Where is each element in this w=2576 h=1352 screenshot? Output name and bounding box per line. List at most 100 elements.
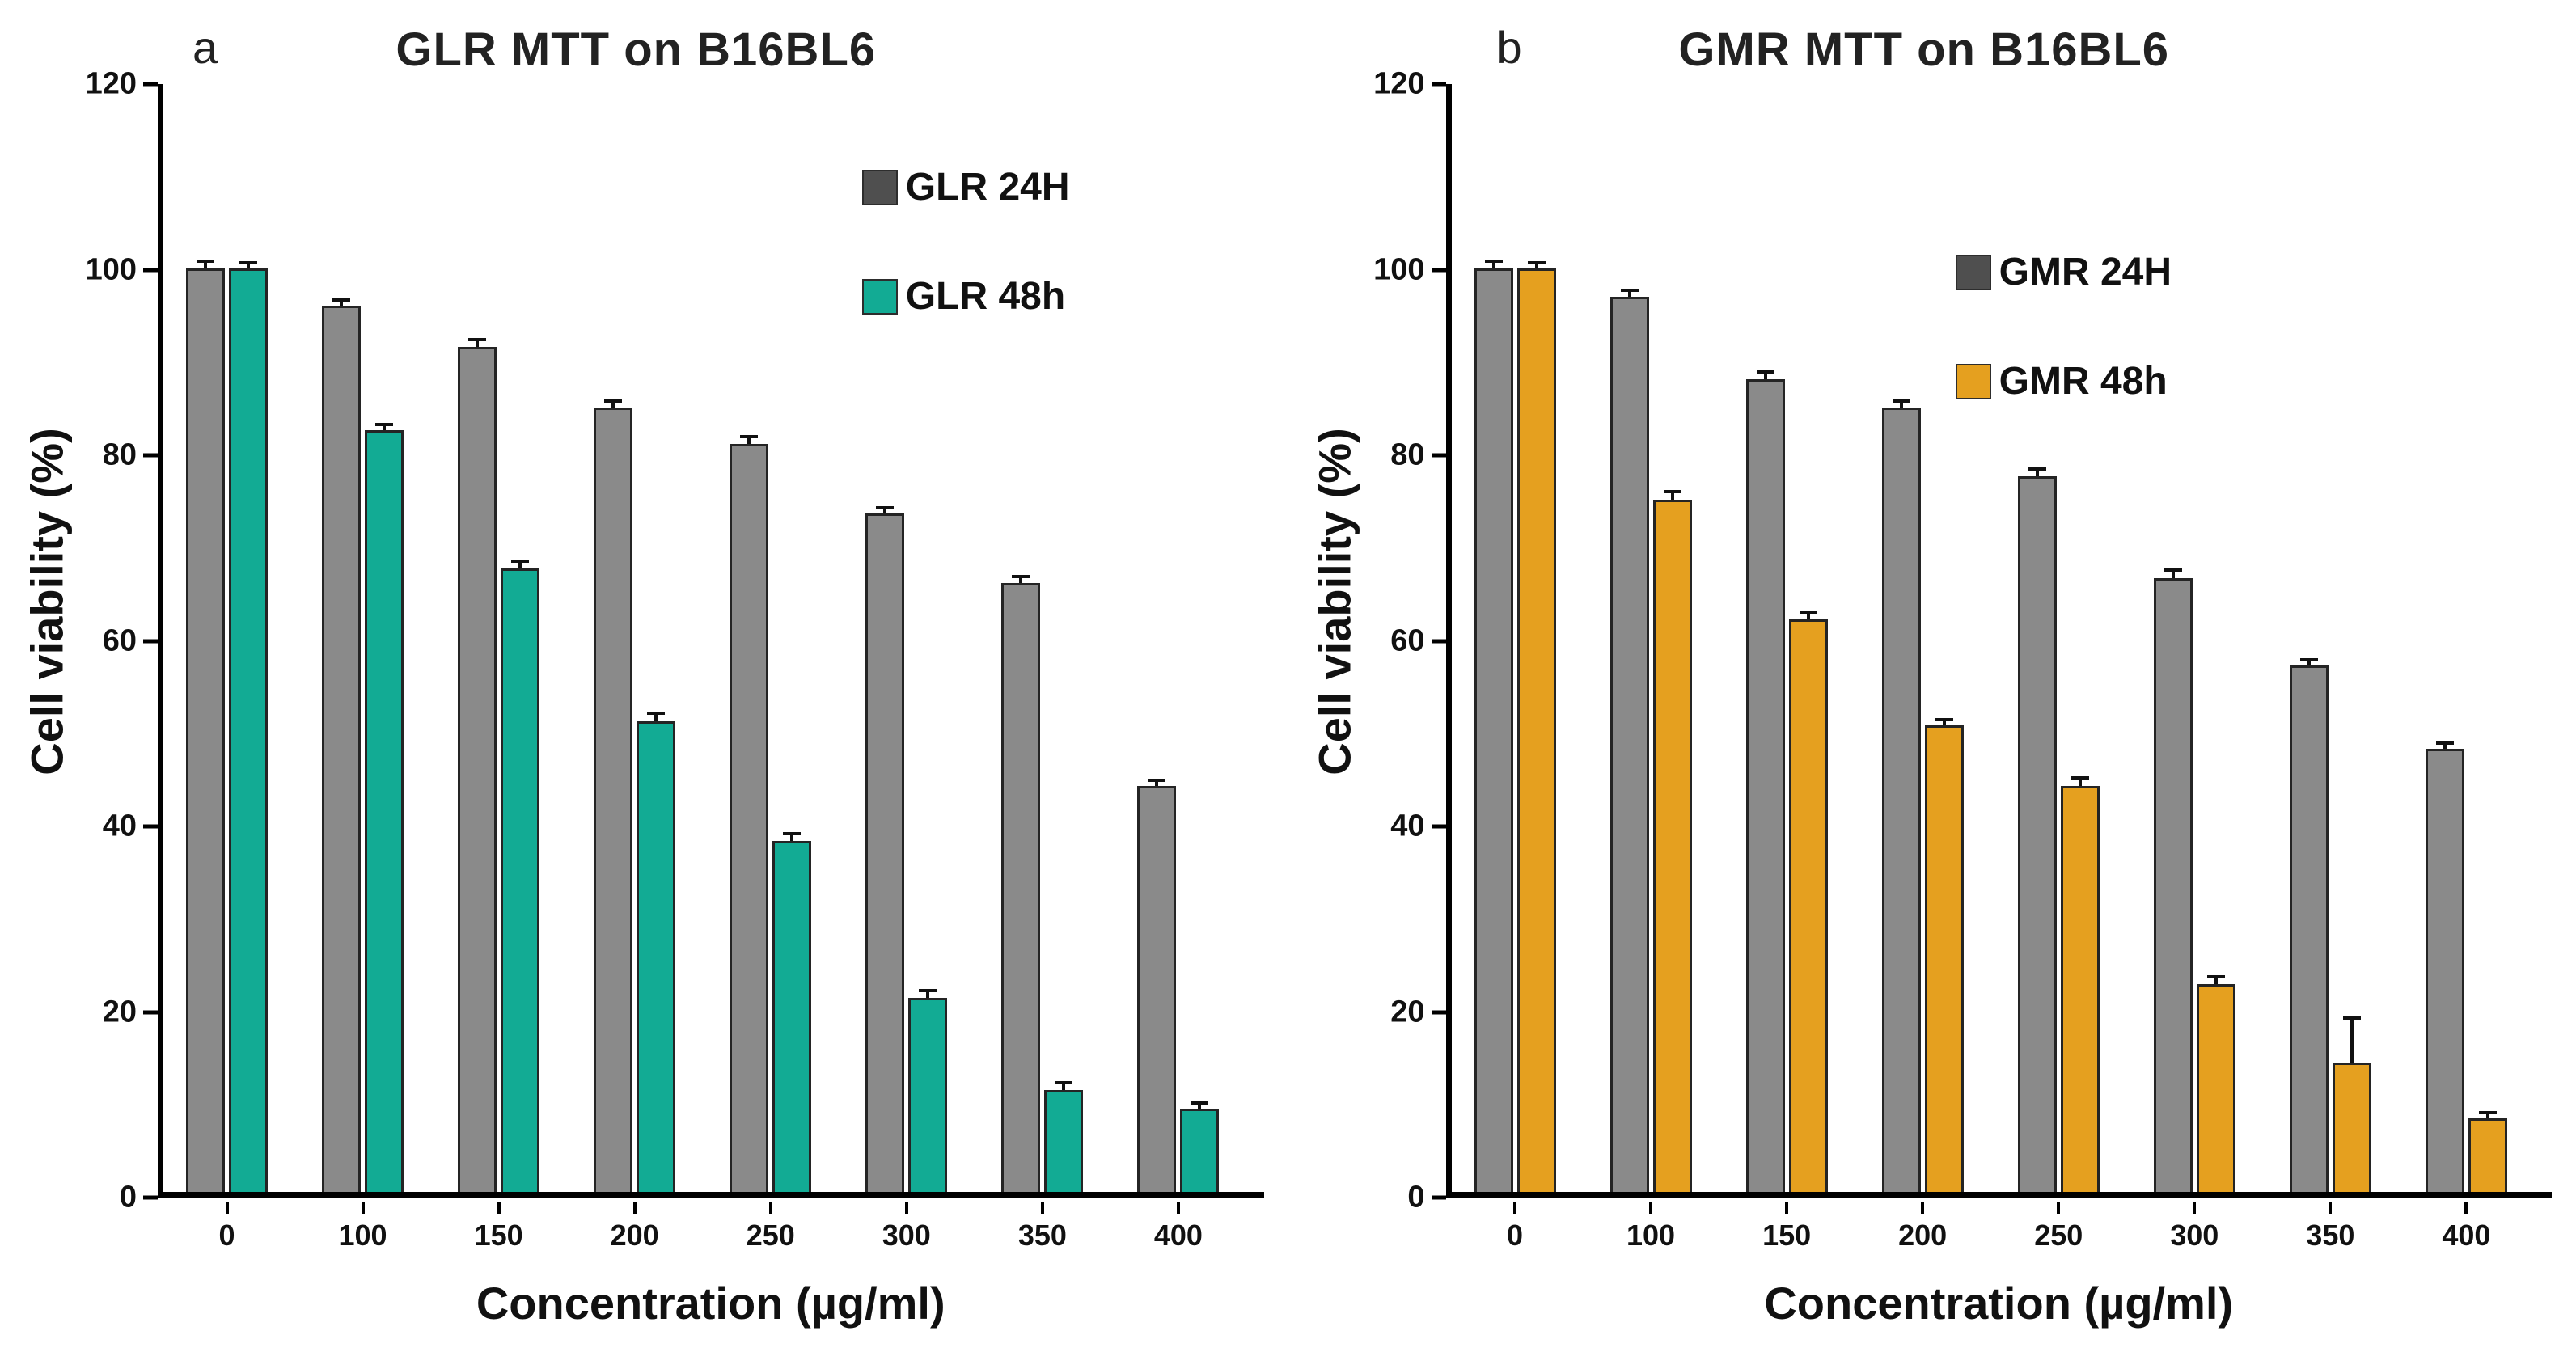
x-tick-label: 400	[2442, 1219, 2491, 1252]
error-bar	[2071, 776, 2089, 786]
error-bar	[1935, 718, 1953, 726]
y-tick-mark	[143, 639, 158, 643]
x-tick-label: 0	[1506, 1219, 1524, 1252]
x-tick: 100	[322, 1202, 404, 1261]
y-tick-label: 40	[102, 809, 137, 843]
bar-group	[2017, 84, 2100, 1192]
bar-column	[1516, 84, 1556, 1192]
y-tick-label: 40	[1390, 809, 1425, 843]
bar-column	[2017, 84, 2057, 1192]
plot-area: GMR 24H GMR 48h	[1445, 84, 2552, 1198]
legend: GMR 24H GMR 48h	[1955, 250, 2172, 403]
error-bar-cap	[647, 712, 666, 716]
bar-group	[186, 84, 268, 1192]
bar	[2289, 665, 2329, 1192]
bar-column	[322, 84, 362, 1192]
bar	[1044, 1090, 1084, 1192]
x-tick-label: 300	[2170, 1219, 2219, 1252]
error-bar	[197, 259, 214, 269]
bar	[772, 841, 812, 1192]
bar	[594, 407, 633, 1192]
error-bar-cap	[783, 831, 802, 835]
x-tick-mark	[768, 1202, 772, 1214]
bar-group	[1609, 84, 1692, 1192]
legend-item: GLR 24H	[861, 165, 1070, 209]
bar	[1924, 725, 1964, 1192]
bar	[1881, 407, 1921, 1192]
y-tick-mark	[1431, 82, 1446, 87]
error-bar-cap	[1756, 370, 1774, 374]
error-bar-cap	[2071, 776, 2089, 780]
x-tick: 250	[730, 1202, 811, 1261]
x-tick-label: 150	[1762, 1219, 1812, 1252]
bar-column	[1881, 84, 1921, 1192]
y-tick-mark	[143, 453, 158, 458]
error-bar-cap	[1892, 399, 1910, 403]
bar-column	[772, 84, 812, 1192]
y-tick-mark	[1431, 268, 1446, 272]
error-bar	[2299, 658, 2318, 666]
x-axis-ticks: 0 100 150 200 250 300 350 400	[158, 1198, 1264, 1261]
x-tick-mark	[632, 1202, 637, 1214]
x-tick-label: 300	[882, 1219, 931, 1252]
x-tick-label: 350	[1017, 1219, 1067, 1252]
legend-label: GMR 48h	[1999, 360, 2168, 403]
bar	[908, 998, 948, 1192]
error-bar-cap	[2435, 741, 2454, 745]
x-tick-mark	[1785, 1202, 1789, 1214]
chart-title: GMR MTT on B16BL6	[1678, 23, 2170, 76]
chart-body: Cell viability (%) 0 20 40 60 80 100 120 GLR 2…	[8, 67, 1264, 1261]
x-tick: 400	[2426, 1202, 2507, 1261]
x-tick: 200	[594, 1202, 675, 1261]
bar-group	[458, 84, 540, 1192]
bar	[2425, 749, 2464, 1192]
error-bar	[2435, 741, 2454, 749]
error-bar	[1012, 575, 1030, 583]
bar-group	[1881, 84, 1964, 1192]
legend-swatch	[1955, 363, 1991, 399]
y-tick-mark	[143, 824, 158, 829]
error-bar	[1799, 610, 1817, 620]
bar-column	[2425, 84, 2464, 1192]
y-tick: 0	[1407, 1181, 1446, 1215]
bar	[186, 268, 225, 1192]
bar	[1516, 268, 1556, 1192]
panel-a: a GLR MTT on B16BL6 Cell viability (%) 0…	[8, 22, 1264, 1329]
y-tick: 20	[1390, 995, 1446, 1029]
bar-column	[2468, 84, 2507, 1192]
bar-column	[1745, 84, 1785, 1192]
y-tick-label: 100	[85, 252, 137, 286]
bar	[1652, 499, 1692, 1192]
bar-group	[322, 84, 404, 1192]
error-bar-cap	[1799, 610, 1817, 614]
bar	[2468, 1118, 2507, 1192]
bar-column	[229, 84, 268, 1192]
bar-column	[2332, 84, 2371, 1192]
error-bar	[647, 712, 666, 721]
bar	[2017, 476, 2057, 1192]
bar	[865, 513, 905, 1192]
plot-wrap: 0 20 40 60 80 100 120 GLR 24H GLR 48h 0 100 150 20…	[85, 67, 1264, 1261]
error-bar-cap	[197, 259, 214, 263]
chart-body: Cell viability (%) 0 20 40 60 80 100 120 GMR 2…	[1296, 67, 2552, 1261]
panel-b: b GMR MTT on B16BL6 Cell viability (%) 0…	[1288, 0, 2576, 1352]
bar-group	[1137, 84, 1220, 1192]
bar-group	[2425, 84, 2507, 1192]
bar-column	[865, 84, 905, 1192]
y-axis-label-text: Cell viability (%)	[21, 428, 72, 775]
y-axis-ticks: 0 20 40 60 80 100 120	[85, 67, 158, 1215]
legend-label: GLR 24H	[905, 166, 1070, 209]
y-axis-label: Cell viability (%)	[8, 84, 85, 1261]
bar-column	[1924, 84, 1964, 1192]
x-tick: 100	[1610, 1202, 1692, 1261]
x-tick: 300	[865, 1202, 947, 1261]
y-tick: 20	[103, 995, 158, 1029]
bar	[1001, 582, 1041, 1192]
x-axis-label: Concentration (µg/ml)	[1764, 1278, 2234, 1329]
x-tick: 0	[1474, 1202, 1556, 1261]
panel-b-label: b	[1496, 22, 1522, 73]
x-tick-mark	[2329, 1202, 2333, 1214]
x-tick-label: 100	[338, 1219, 387, 1252]
legend-item: GMR 24H	[1955, 250, 2172, 294]
